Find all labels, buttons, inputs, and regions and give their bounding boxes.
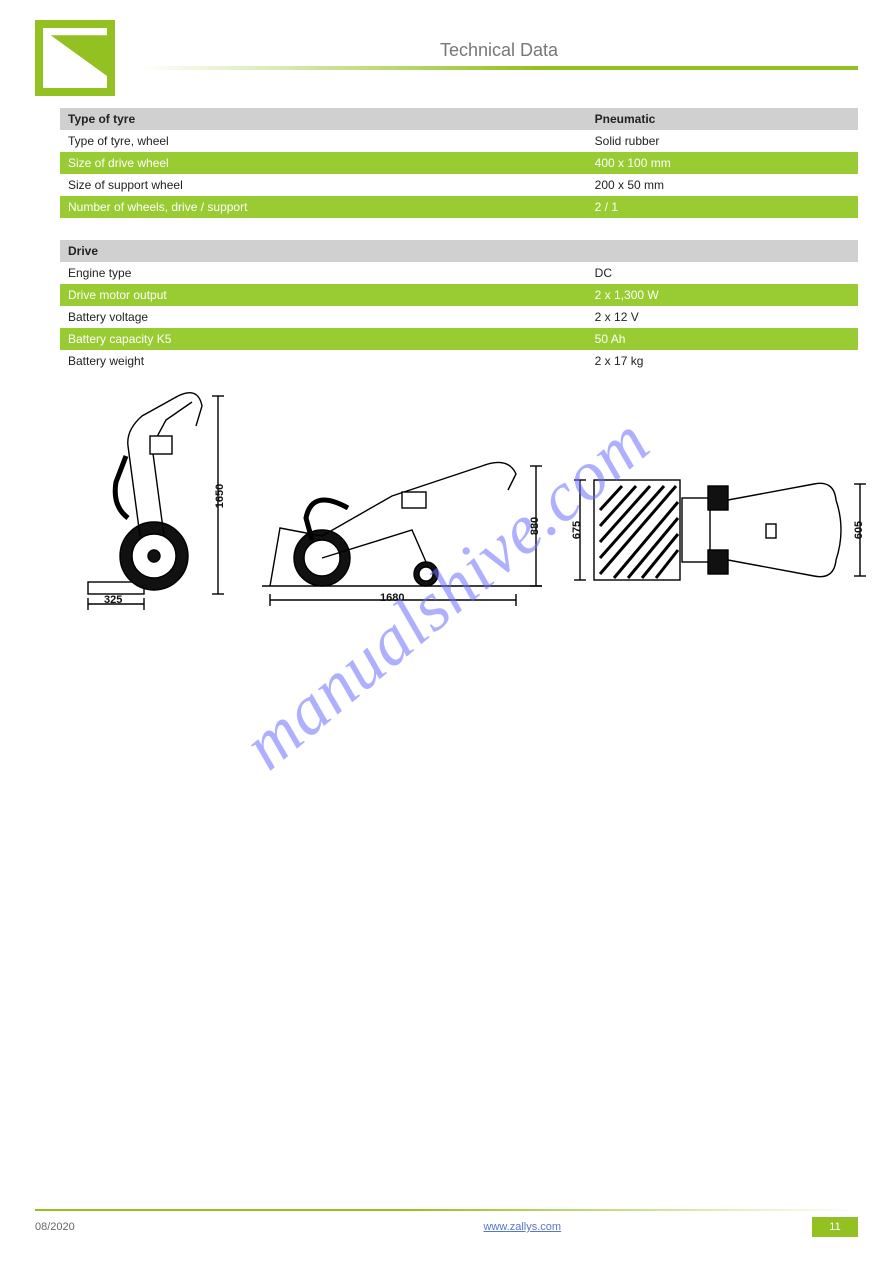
cell-label: Drive (60, 240, 587, 262)
cell-label: Number of wheels, drive / support (60, 196, 587, 218)
cell-value: Pneumatic (587, 108, 858, 130)
diagram-top: 675 605 (570, 450, 870, 610)
cell-value: Solid rubber (587, 130, 858, 152)
table-row: Type of tyrePneumatic (60, 108, 858, 130)
diagrams: 1650 325 (60, 386, 858, 610)
table-row: Battery capacity K550 Ah (60, 328, 858, 350)
table-row: Battery voltage2 x 12 V (60, 306, 858, 328)
cell-label: Size of support wheel (60, 174, 587, 196)
cell-label (60, 218, 587, 240)
cell-value: 400 x 100 mm (587, 152, 858, 174)
diagram-upright-svg (68, 386, 234, 610)
brand-logo (35, 20, 115, 96)
cell-label: Battery capacity K5 (60, 328, 587, 350)
cell-label: Battery weight (60, 350, 587, 372)
footer-rule (35, 1209, 858, 1211)
cell-value: 2 x 17 kg (587, 350, 858, 372)
diagram-upright: 1650 325 (68, 386, 234, 610)
cell-value: 200 x 50 mm (587, 174, 858, 196)
table-row: Battery weight2 x 17 kg (60, 350, 858, 372)
footer: 08/2020 www.zallys.com 11 (35, 1209, 858, 1237)
header: Technical Data (0, 0, 893, 96)
table-row: Size of drive wheel400 x 100 mm (60, 152, 858, 174)
table-row (60, 218, 858, 240)
table-row: Number of wheels, drive / support2 / 1 (60, 196, 858, 218)
cell-label: Drive motor output (60, 284, 587, 306)
table-row: Engine typeDC (60, 262, 858, 284)
table-row: Drive (60, 240, 858, 262)
footer-date: 08/2020 (35, 1221, 233, 1233)
diagram-side-svg (252, 440, 552, 610)
cell-value (587, 218, 858, 240)
dim-length: 1680 (380, 592, 404, 604)
dim-width: 675 (571, 521, 583, 539)
cell-label: Type of tyre (60, 108, 587, 130)
cell-label: Size of drive wheel (60, 152, 587, 174)
diagram-side: 1680 880 (252, 440, 552, 610)
spec-table: Type of tyrePneumatic Type of tyre, whee… (60, 108, 858, 372)
cell-label: Engine type (60, 262, 587, 284)
table-row: Type of tyre, wheelSolid rubber (60, 130, 858, 152)
cell-label: Type of tyre, wheel (60, 130, 587, 152)
dim-base-depth: 325 (104, 594, 122, 606)
cell-value: 2 / 1 (587, 196, 858, 218)
dim-overall-width: 605 (853, 521, 865, 539)
content: Type of tyrePneumatic Type of tyre, whee… (0, 96, 893, 610)
cell-value: 50 Ah (587, 328, 858, 350)
dim-height: 1650 (214, 484, 226, 508)
table-row: Drive motor output2 x 1,300 W (60, 284, 858, 306)
dim-side-height: 880 (529, 517, 541, 535)
cell-label: Battery voltage (60, 306, 587, 328)
cell-value (587, 240, 858, 262)
footer-link[interactable]: www.zallys.com (233, 1221, 812, 1233)
diagram-top-svg (570, 450, 870, 610)
cell-value: DC (587, 262, 858, 284)
table-row: Size of support wheel200 x 50 mm (60, 174, 858, 196)
spec-table-body: Type of tyrePneumatic Type of tyre, whee… (60, 108, 858, 372)
cell-value: 2 x 1,300 W (587, 284, 858, 306)
page-number: 11 (812, 1217, 858, 1237)
page-title: Technical Data (140, 40, 858, 61)
cell-value: 2 x 12 V (587, 306, 858, 328)
header-rule (140, 66, 858, 70)
